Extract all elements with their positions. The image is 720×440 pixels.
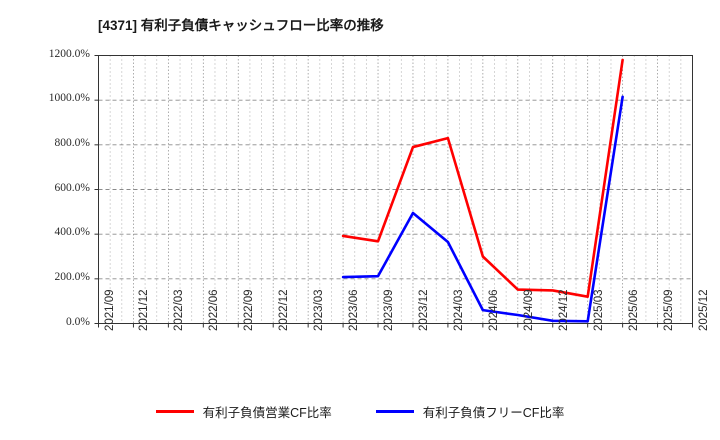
plot-frame (98, 55, 693, 324)
grid-layer (94, 55, 693, 328)
legend-item-label: 有利子負債フリーCF比率 (422, 406, 565, 420)
x-axis-tick-label: 2023/06 (348, 289, 361, 331)
legend-line-swatch (155, 410, 194, 413)
y-axis-tick-label: 400.0% (54, 226, 90, 239)
x-axis-tick-label: 2025/12 (697, 289, 710, 331)
legend-item-1[interactable]: 有利子負債フリーCF比率 (375, 402, 565, 421)
x-axis-tick-label: 2024/09 (522, 289, 535, 331)
x-axis-tick-label: 2025/06 (627, 289, 640, 331)
y-axis-tick-label: 200.0% (54, 270, 90, 283)
data-series-line-0 (341, 58, 624, 299)
x-axis-tick-label: 2022/12 (278, 289, 291, 331)
y-axis-tick-label: 1200.0% (48, 47, 90, 60)
x-axis-tick-label: 2022/03 (173, 289, 186, 331)
x-axis-tick-label: 2021/12 (138, 289, 151, 331)
x-axis-tick-label: 2024/06 (487, 289, 500, 331)
chart-legend: 有利子負債営業CF比率 有利子負債フリーCF比率 (0, 402, 720, 421)
legend-item-0[interactable]: 有利子負債営業CF比率 (155, 402, 332, 421)
y-axis-tick-label: 1000.0% (48, 92, 90, 105)
series-layer (341, 58, 624, 323)
x-axis-tick-label: 2022/09 (243, 289, 256, 331)
x-axis-tick-label: 2023/12 (417, 289, 430, 331)
data-series-line-1 (341, 95, 624, 323)
legend-line-swatch (375, 410, 414, 413)
x-axis-tick-label: 2023/03 (313, 289, 326, 331)
x-axis-tick-label: 2022/06 (208, 289, 221, 331)
page-title: [4371] 有利子負債キャッシュフロー比率の推移 (98, 18, 384, 33)
x-axis-tick-label: 2024/03 (452, 289, 465, 331)
x-axis-tick-label: 2025/03 (592, 289, 605, 331)
x-axis-tick-label: 2024/12 (557, 289, 570, 331)
legend-item-label: 有利子負債営業CF比率 (202, 406, 332, 420)
x-axis-tick-label: 2025/09 (662, 289, 675, 331)
y-axis-tick-label: 0.0% (66, 315, 90, 328)
x-axis-tick-label: 2021/09 (103, 289, 116, 331)
y-axis-tick-label: 800.0% (54, 136, 90, 149)
y-axis-tick-label: 600.0% (54, 181, 90, 194)
x-axis-tick-label: 2023/09 (383, 289, 396, 331)
